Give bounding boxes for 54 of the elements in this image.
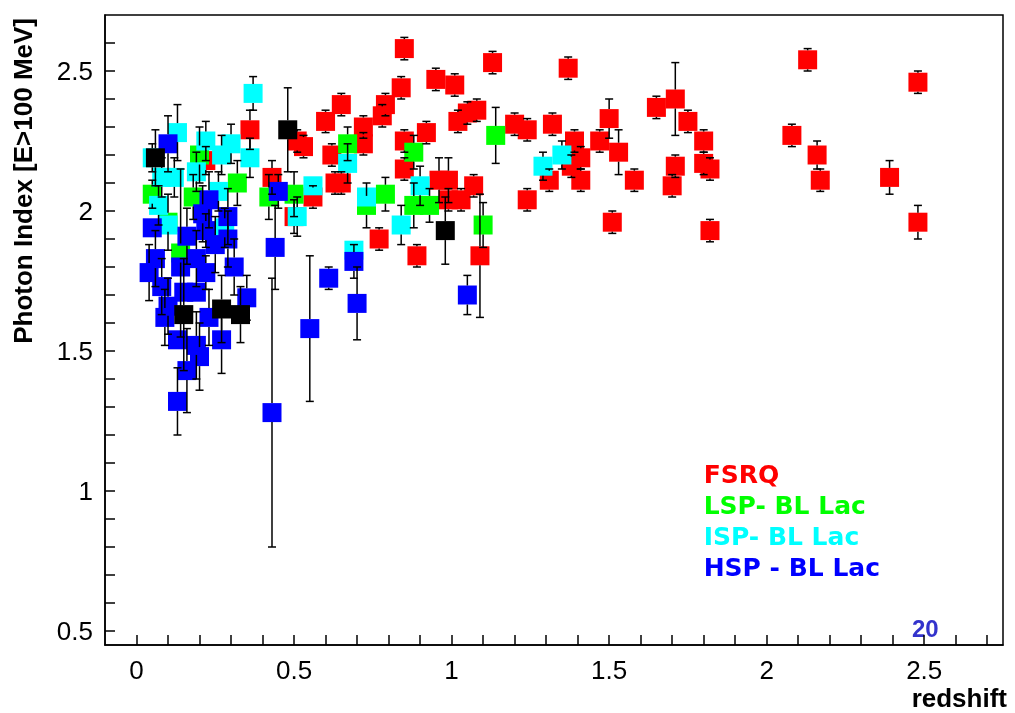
point [404,142,424,162]
point [344,251,364,271]
y-tick-label: 1 [78,476,93,506]
x-tick-label: 1.5 [591,655,628,685]
point [552,145,572,165]
point [300,319,320,339]
point [224,257,244,277]
text: ISP- BL Lac [703,522,860,551]
point [212,330,232,350]
point [196,263,216,283]
point [435,221,455,241]
point [420,195,440,215]
point [357,187,377,207]
point [486,125,506,145]
point [190,347,210,367]
x-tick-label: 2 [759,655,774,685]
point [230,305,250,325]
x-tick-label: 0 [129,655,144,685]
point [174,305,194,325]
point [262,403,282,423]
point [142,218,162,238]
y-tick-label: 2 [78,196,93,226]
text: HSP - BL Lac [703,553,880,582]
point [227,173,247,193]
y-tick-label: 1.5 [56,336,93,366]
point [177,226,197,246]
y-axis-title: Photon Index [E>100 MeV] [8,17,38,344]
y-tick-label: 0.5 [56,616,93,646]
point [457,285,477,305]
point [199,190,219,210]
point [303,176,323,196]
point [268,181,288,201]
point [212,299,232,319]
point [155,307,175,327]
point [240,148,260,168]
point [319,268,339,288]
point [278,120,298,140]
x-tick-label: 0.5 [275,655,313,685]
text: FSRQ [703,460,780,489]
point [375,184,395,204]
text: LSP- BL Lac [703,491,866,520]
y-tick-label: 2.5 [56,56,93,86]
point [391,215,411,235]
x-tick-label: 2.5 [906,655,943,685]
x-tick-label: 1 [444,655,459,685]
point [167,391,187,411]
point [265,237,285,257]
annotation: 20 [912,614,939,642]
point [347,293,367,313]
point [243,83,263,103]
point [338,153,358,173]
point [212,145,232,165]
x-axis-title: redshift [911,683,1008,713]
point [533,156,553,176]
